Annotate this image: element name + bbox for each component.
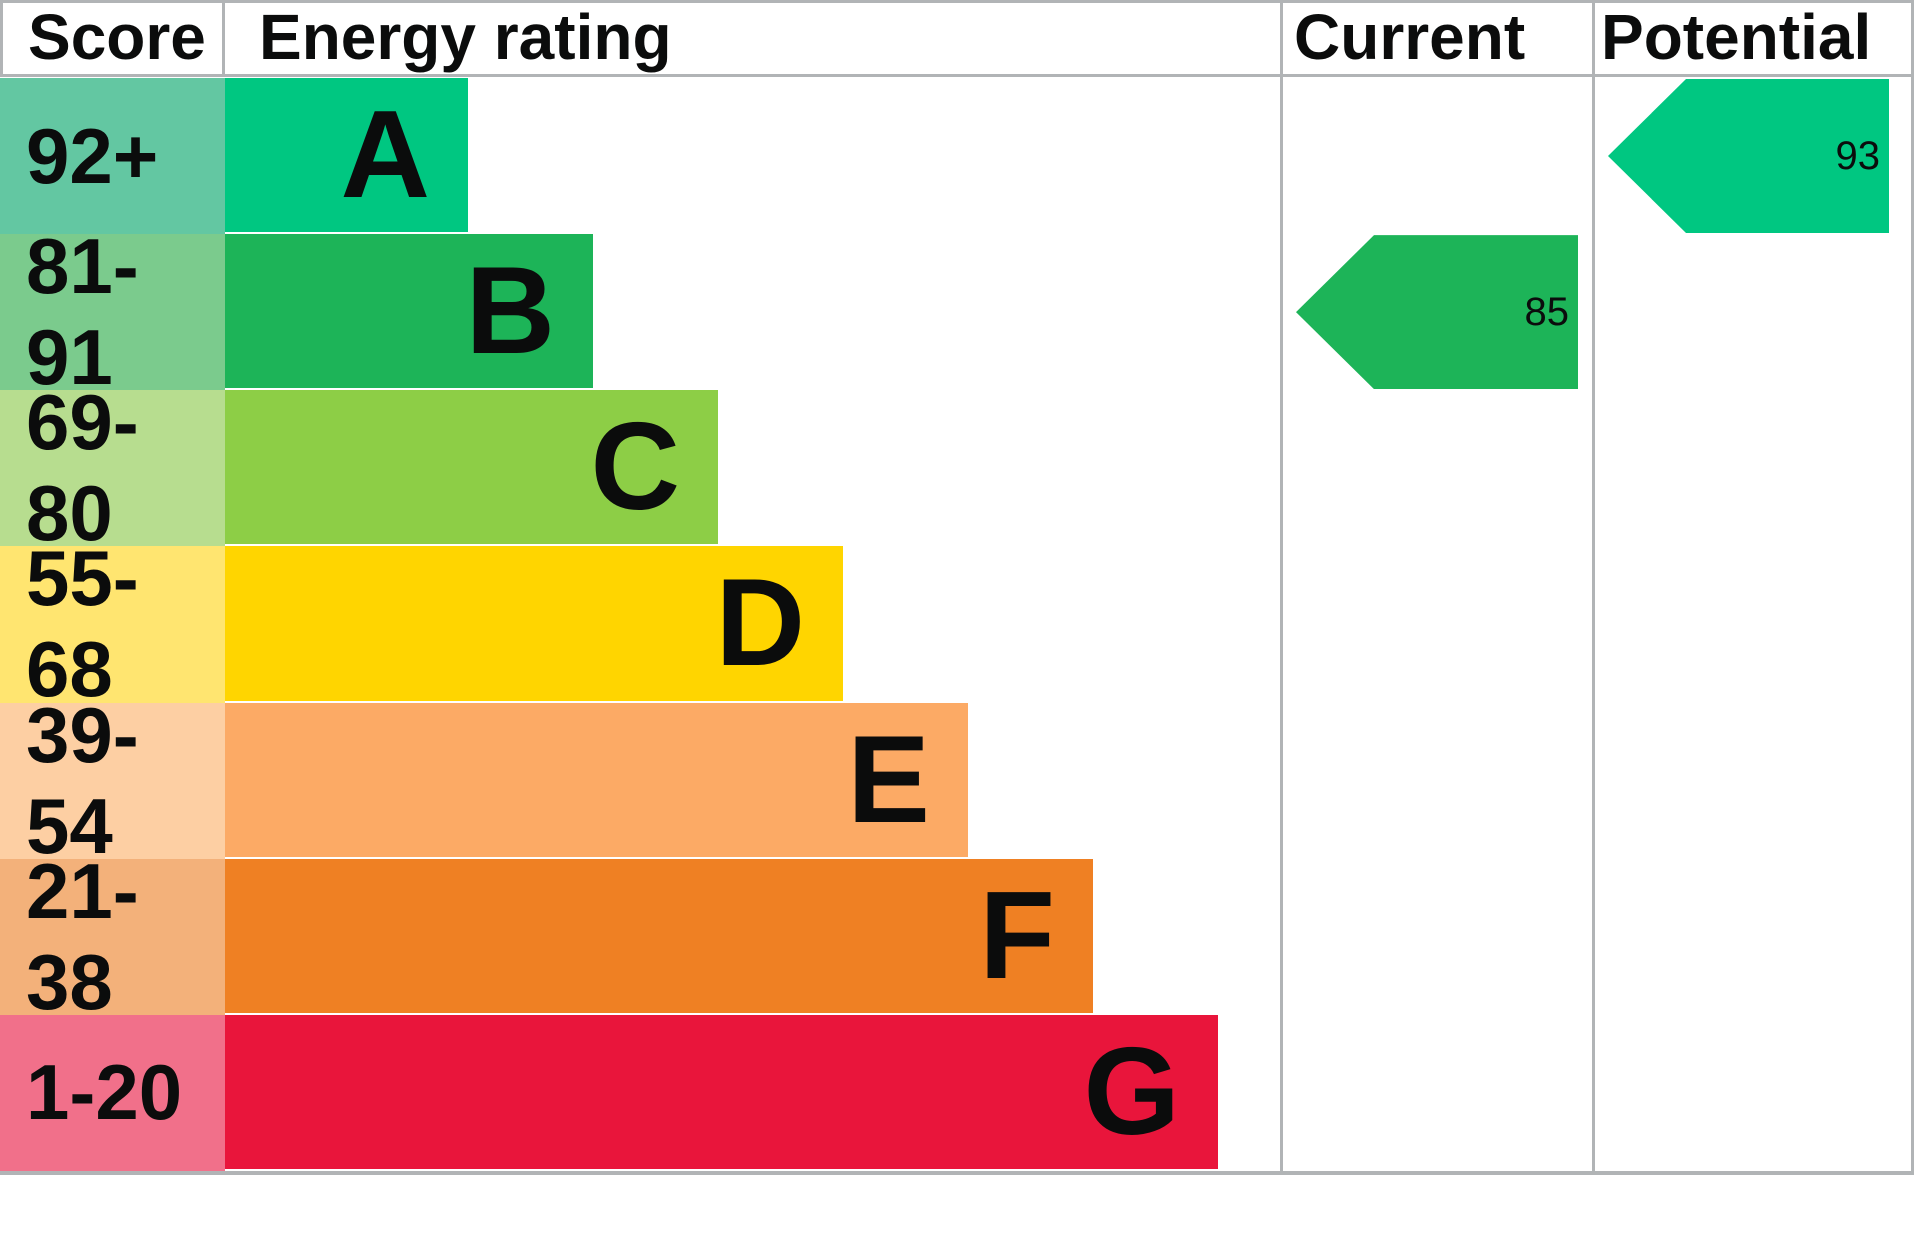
band-score-range: 39-54 xyxy=(26,690,139,870)
band-letter: B xyxy=(465,242,555,381)
band-letter: C xyxy=(590,398,680,537)
band-score-range: 21-38 xyxy=(26,846,139,1026)
table-border-top xyxy=(0,0,1914,3)
band-bar: E xyxy=(225,702,968,857)
band-bar: D xyxy=(225,546,843,701)
column-header-score: Score xyxy=(3,0,222,74)
band-score-range: 92+ xyxy=(26,111,159,200)
band-bar: C xyxy=(225,390,718,545)
band-row: 81-91 B xyxy=(0,222,1911,401)
current-rating-value: 85 xyxy=(1524,289,1570,334)
score-column-divider xyxy=(222,0,225,77)
band-letter: E xyxy=(847,710,930,849)
band-score-cell: 81-91 xyxy=(0,222,225,401)
band-row: 92+ A xyxy=(0,78,1911,235)
column-header-energy-rating: Energy rating xyxy=(225,0,1280,74)
column-header-potential: Potential xyxy=(1595,0,1911,74)
header-border-left xyxy=(0,0,3,77)
band-score-range: 81-91 xyxy=(26,222,139,402)
band-letter: G xyxy=(1083,1022,1180,1161)
band-row: 1-20 G xyxy=(0,1014,1911,1171)
band-row: 39-54 E xyxy=(0,691,1911,870)
band-score-range: 69-80 xyxy=(26,378,139,558)
column-header-score-label: Score xyxy=(28,1,206,73)
band-row: 55-68 D xyxy=(0,534,1911,713)
column-header-current-label: Current xyxy=(1294,1,1526,73)
header-border-bottom xyxy=(0,74,1914,77)
table-border-bottom xyxy=(0,1171,1914,1175)
band-bar: B xyxy=(225,234,593,389)
band-score-cell: 69-80 xyxy=(0,378,225,557)
current-column-divider xyxy=(1280,0,1283,1175)
band-score-cell: 39-54 xyxy=(0,691,225,870)
band-score-range: 1-20 xyxy=(26,1048,183,1137)
column-header-current: Current xyxy=(1283,0,1592,74)
column-header-potential-label: Potential xyxy=(1601,1,1872,73)
band-letter: D xyxy=(715,554,805,693)
band-bar: G xyxy=(225,1014,1218,1169)
band-score-cell: 92+ xyxy=(0,78,225,235)
table-border-right xyxy=(1911,0,1914,1175)
column-header-energy-rating-label: Energy rating xyxy=(259,1,672,73)
band-score-range: 55-68 xyxy=(26,534,139,714)
band-bar: F xyxy=(225,858,1093,1013)
band-letter: A xyxy=(340,86,430,225)
band-bar: A xyxy=(225,78,468,233)
band-row: 69-80 C xyxy=(0,378,1911,557)
band-score-cell: 21-38 xyxy=(0,847,225,1026)
potential-column-divider xyxy=(1592,0,1595,1175)
band-score-cell: 55-68 xyxy=(0,534,225,713)
band-row: 21-38 F xyxy=(0,847,1911,1026)
band-letter: F xyxy=(979,866,1055,1005)
potential-rating-value: 93 xyxy=(1835,133,1881,178)
band-score-cell: 1-20 xyxy=(0,1014,225,1171)
